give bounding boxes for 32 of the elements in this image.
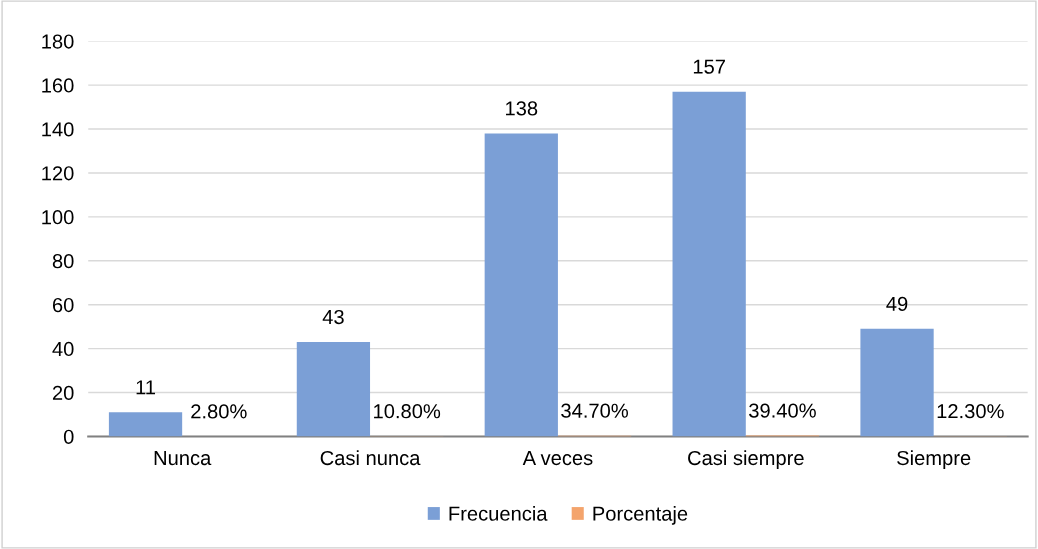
data-label: 43 (322, 309, 344, 325)
bar (296, 342, 371, 437)
data-label: 34.70% (561, 403, 628, 418)
y-tick-label: 120 (42, 166, 74, 181)
data-label: 138 (506, 101, 538, 116)
y-tick-label: 20 (52, 385, 74, 401)
y-tick-label: 80 (52, 254, 74, 269)
data-label: 39.40% (749, 403, 816, 418)
y-tick-label: 100 (42, 210, 74, 225)
x-tick-label: Casi siempre (688, 450, 804, 470)
y-tick-label: 40 (52, 341, 74, 357)
x-tick-label: Siempre (897, 450, 971, 470)
x-tick-label: Casi nunca (320, 450, 421, 466)
x-tick-label: A veces (522, 451, 593, 466)
bar (672, 91, 746, 437)
y-tick-label: 160 (42, 78, 74, 93)
data-label: 12.30% (937, 404, 1004, 419)
data-label: 2.80% (191, 404, 247, 419)
bar (108, 412, 183, 437)
y-tick-label: 140 (42, 122, 74, 137)
data-label: 157 (693, 59, 725, 74)
bar (860, 328, 934, 437)
legend-label: Porcentaje (593, 505, 688, 525)
data-label: 10.80% (374, 404, 441, 419)
y-tick-label: 60 (52, 297, 74, 313)
x-tick-label: Nunca (154, 451, 212, 466)
y-tick-label: 0 (63, 429, 74, 444)
data-label: 49 (886, 296, 908, 311)
y-tick-label: 180 (42, 34, 74, 49)
data-label: 11 (136, 380, 156, 395)
legend-label: Frecuencia (449, 505, 548, 521)
bar (484, 133, 558, 437)
